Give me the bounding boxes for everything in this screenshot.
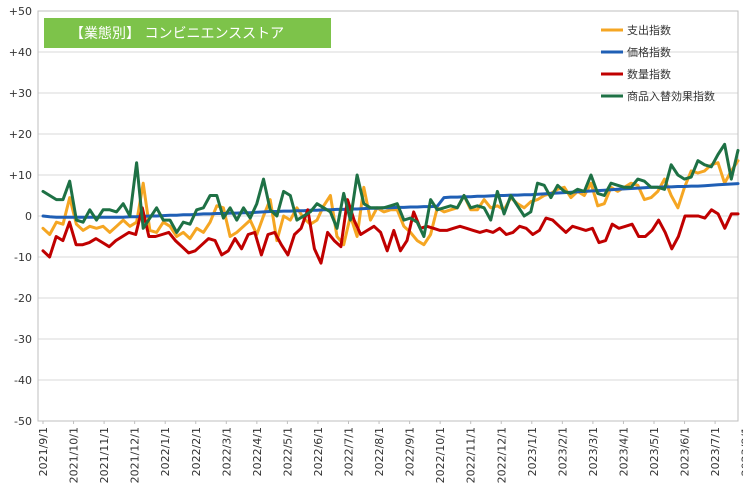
y-tick-label: -30	[14, 333, 32, 346]
x-tick-label: 2022/10/1	[434, 427, 447, 483]
legend-label: 商品入替効果指数	[627, 89, 715, 103]
x-tick-label: 2022/9/1	[404, 427, 417, 476]
x-tick-label: 2021/9/1	[37, 427, 50, 476]
y-tick-label: -10	[14, 251, 32, 264]
legend-label: 支出指数	[627, 23, 671, 37]
y-tick-label: +40	[9, 46, 32, 59]
x-tick-label: 2023/6/1	[679, 427, 692, 476]
axes	[37, 10, 739, 422]
x-tick-label: 2021/11/1	[98, 427, 111, 483]
x-tick-label: 2023/5/1	[648, 427, 661, 476]
x-tick-label: 2021/12/1	[129, 427, 142, 483]
legend-label: 価格指数	[627, 45, 671, 59]
x-tick-label: 2022/2/1	[190, 427, 203, 476]
x-tick-label: 2022/11/1	[465, 427, 478, 483]
x-tick-label: 2022/8/1	[373, 427, 386, 476]
x-tick-label: 2022/4/1	[251, 427, 264, 476]
chart-title: 【業態別】 コンビニエンスストア	[70, 26, 284, 42]
x-tick-label: 2022/3/1	[220, 427, 233, 476]
chart-title-box: 【業態別】 コンビニエンスストア	[44, 18, 331, 48]
y-tick-label: -40	[14, 374, 32, 387]
y-tick-label: 0	[25, 210, 32, 223]
x-tick-label: 2021/10/1	[68, 427, 81, 483]
series-line	[41, 142, 740, 238]
x-tick-label: 2023/7/1	[709, 427, 722, 476]
x-axis-ticks: 2021/9/1 2021/10/1 2021/11/1 2021/12/1 2022/…	[37, 421, 743, 483]
x-tick-label: 2022/12/1	[495, 427, 508, 483]
y-axis-ticks: +50 +40 +30 +20 +10 0 -10 -20 -30 -40 -50	[9, 5, 32, 428]
x-tick-label: 2022/5/1	[281, 427, 294, 476]
legend-label: 数量指数	[627, 67, 671, 81]
series-line	[41, 182, 740, 219]
y-tick-label: +20	[9, 128, 32, 141]
y-tick-label: +10	[9, 169, 32, 182]
plot-border	[37, 10, 739, 422]
x-tick-label: 2023/3/1	[587, 427, 600, 476]
y-tick-label: +50	[9, 5, 32, 18]
y-tick-label: -20	[14, 292, 32, 305]
x-tick-label: 2023/2/1	[556, 427, 569, 476]
y-tick-label: -50	[14, 415, 32, 428]
series-line	[41, 198, 740, 265]
x-tick-label: 2022/6/1	[312, 427, 325, 476]
x-tick-label: 2023/4/1	[617, 427, 630, 476]
chart-title-background	[44, 18, 331, 48]
y-tick-label: +30	[9, 87, 32, 100]
x-tick-label: 2022/7/1	[343, 427, 356, 476]
x-tick-label: 2023/1/1	[526, 427, 539, 476]
series-lines	[41, 142, 740, 265]
x-tick-label: 2022/1/1	[159, 427, 172, 476]
x-tick-label: 2023/8/1	[740, 427, 743, 476]
